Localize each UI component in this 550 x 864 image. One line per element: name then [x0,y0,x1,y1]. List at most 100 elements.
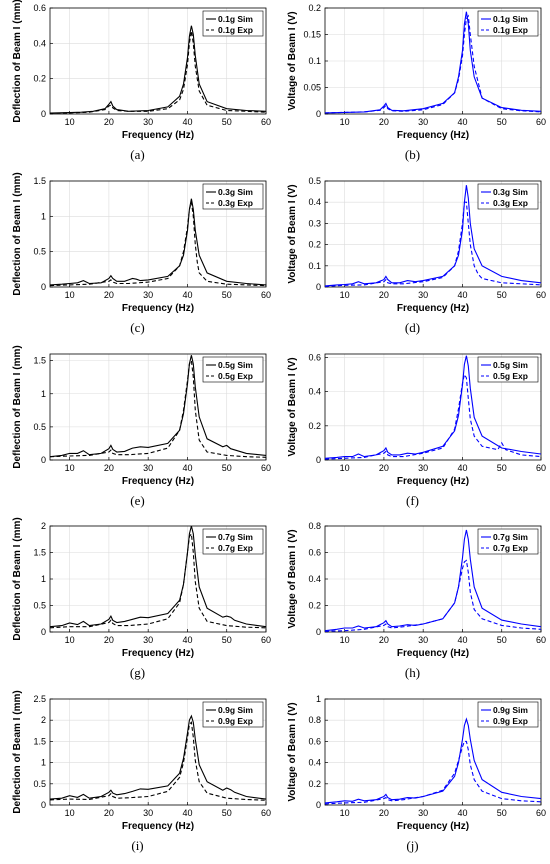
series-line-exp [325,14,541,114]
y-tick-label: 0 [316,627,321,637]
y-axis-title: Voltage of Beam I (V) [287,703,298,802]
x-tick-label: 20 [379,290,389,300]
y-tick-label: 0 [316,800,321,810]
x-tick-label: 10 [65,290,75,300]
x-tick-label: 20 [379,117,389,127]
legend-label: 0.9g Exp [218,716,253,726]
legend-box [202,10,264,37]
legend-label: 0.5g Sim [218,360,253,370]
chart-c: 10 20 30 40 50 60 0 0.5 1 1.5 Frequency (Hz) Deflec… [12,172,271,314]
y-tick-label: 2.5 [33,694,46,704]
y-tick-label: 0.6 [33,3,46,13]
series-line-sim [325,355,541,459]
x-tick-label: 20 [379,808,389,818]
x-tick-label: 30 [143,290,153,300]
x-tick-label: 40 [457,117,467,127]
x-tick-label: 20 [104,290,114,300]
y-tick-label: 0.2 [308,420,321,430]
x-axis-title: Frequency (Hz) [397,303,469,314]
caption-h: (h) [404,665,421,681]
x-tick-label: 30 [143,635,153,645]
x-axis-title: Frequency (Hz) [397,821,469,832]
chart-i: 10 20 30 40 50 60 0 0.5 1 1.5 2 2.5 Frequency (Hz) De… [12,691,271,833]
x-tick-label: 60 [536,290,546,300]
legend-label: 0.1g Sim [218,14,253,24]
caption-i: (i) [131,838,144,854]
y-tick-label: 0.2 [33,74,46,84]
series-line-sim [325,184,541,287]
y-tick-label: 0.15 [303,30,321,40]
caption-f: (f) [406,492,419,508]
y-tick-label: 0.8 [308,521,321,531]
series-line-exp [325,372,541,460]
legend-label: 0.3g Exp [493,198,528,208]
caption-g: (g) [129,665,146,681]
x-tick-label: 50 [222,290,232,300]
x-tick-label: 10 [340,635,350,645]
panel-b: 10 20 30 40 50 60 0 0.05 0.1 0.15 0.2 Frequency (Hz… [275,0,550,173]
series-line-exp [50,201,266,286]
y-axis-title: Deflection of Beam I (mm) [12,691,23,814]
x-tick-label: 10 [65,808,75,818]
legend-label: 0.5g Sim [493,360,528,370]
caption-j: (j) [406,838,419,854]
x-tick-label: 20 [104,463,114,473]
x-tick-label: 20 [104,808,114,818]
series-line-sim [50,25,266,114]
x-tick-label: 40 [457,290,467,300]
chart-b: 10 20 30 40 50 60 0 0.05 0.1 0.15 0.2 Frequency (Hz… [287,3,546,141]
series-line-sim [325,530,541,632]
x-tick-label: 40 [182,635,192,645]
x-tick-label: 30 [418,117,428,127]
plot-frame [49,698,267,806]
x-tick-label: 60 [261,117,271,127]
x-tick-label: 10 [65,635,75,645]
x-tick-label: 10 [340,290,350,300]
plot-frame [324,698,542,806]
series-line-exp [50,30,266,114]
chart-a: 10 20 30 40 50 60 0 0.2 0.4 0.6 Frequency (Hz) Defl… [12,0,271,141]
legend-box [202,183,264,210]
y-tick-label: 0.2 [308,779,321,789]
x-tick-label: 30 [418,290,428,300]
series-line-exp [325,741,541,805]
x-tick-label: 50 [497,463,507,473]
x-tick-label: 50 [497,808,507,818]
x-tick-label: 10 [65,117,75,127]
x-tick-label: 20 [104,635,114,645]
y-tick-label: 0.5 [308,176,321,186]
chart-e: 10 20 30 40 50 60 0 0.5 1 1.5 Frequency (Hz) Deflec… [12,345,271,487]
legend-label: 0.1g Exp [493,25,528,35]
series-line-sim [50,198,266,286]
y-tick-label: 1.5 [33,737,46,747]
y-tick-label: 0.5 [33,601,46,611]
y-tick-label: 0 [316,109,321,119]
legend-box [477,701,539,728]
legend-box [202,356,264,382]
plot-frame [324,353,542,460]
x-tick-label: 30 [143,463,153,473]
panel-i: 10 20 30 40 50 60 0 0.5 1 1.5 2 2.5 Frequency (Hz) De… [0,691,275,864]
legend-box [202,529,264,555]
y-tick-label: 0.5 [33,421,46,431]
legend-box [477,529,539,555]
x-tick-label: 40 [182,290,192,300]
plot-frame [324,180,542,288]
legend-label: 0.1g Exp [218,25,253,35]
plot-frame [49,7,267,115]
x-tick-label: 10 [340,463,350,473]
plot-frame [49,353,267,460]
x-tick-label: 60 [261,635,271,645]
x-axis-title: Frequency (Hz) [122,821,194,832]
y-tick-label: 0.1 [308,56,321,66]
x-tick-label: 40 [457,463,467,473]
legend-label: 0.7g Exp [493,543,528,553]
y-tick-label: 0 [316,455,321,465]
y-axis-title: Deflection of Beam I (mm) [12,0,23,123]
x-tick-label: 40 [457,808,467,818]
caption-b: (b) [404,147,421,162]
x-tick-label: 10 [340,117,350,127]
x-tick-label: 20 [379,463,389,473]
x-tick-label: 10 [65,463,75,473]
